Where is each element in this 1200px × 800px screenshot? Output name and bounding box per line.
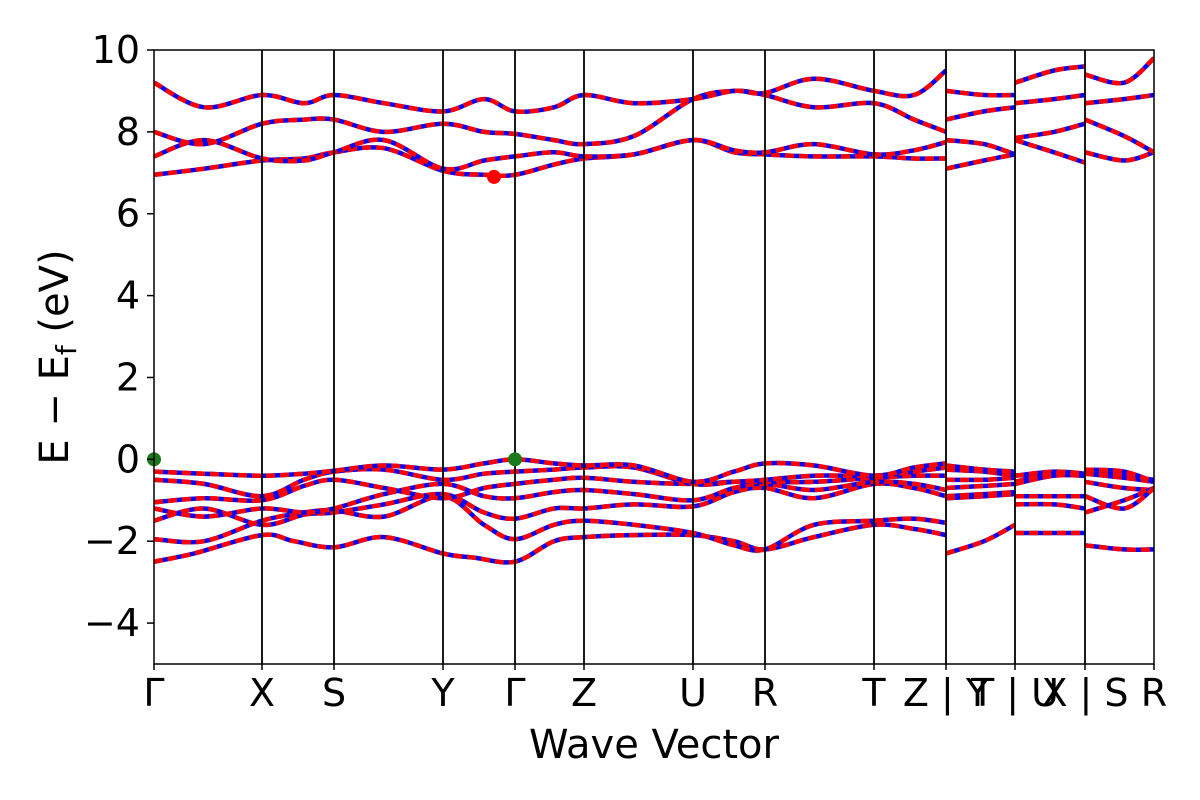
kpoint-label-6: U	[679, 671, 707, 715]
band-spin-down-1	[154, 479, 1154, 553]
band-spin-down-10	[154, 56, 1154, 114]
kpoint-label-2: S	[322, 671, 346, 715]
band-spin-down-0	[154, 522, 1154, 565]
kpoint-label-12: R	[1141, 671, 1167, 715]
bands-layer	[154, 56, 1154, 565]
band-spin-down-2	[154, 481, 1154, 528]
kpoint-label-3: Y	[430, 671, 455, 715]
kpoint-label-8: T	[861, 671, 886, 715]
y-axis-label-subscript: f	[50, 344, 83, 355]
y-axis-label: E − Ef (eV)	[32, 249, 83, 464]
kpoint-label-5: Z	[571, 671, 597, 715]
kpoint-label-0: Γ	[143, 671, 164, 715]
band-spin-up-10	[154, 56, 1154, 114]
cbm-marker	[487, 169, 501, 184]
kpoint-label-9: Z | Y	[903, 671, 990, 716]
y-tick-label-5: 6	[116, 192, 140, 236]
y-tick-label-6: 8	[116, 110, 140, 154]
y-tick-label-7: 10	[92, 28, 140, 72]
kpoint-label-11: X | S	[1041, 671, 1128, 716]
y-tick-label-3: 2	[116, 355, 140, 399]
kpoint-label-7: R	[752, 671, 778, 715]
band-spin-down-7	[154, 137, 1154, 179]
y-tick-label-1: −2	[84, 519, 140, 563]
y-tick-label-4: 4	[116, 274, 140, 318]
kpoint-lines	[261, 50, 1086, 664]
y-tick-label-0: −4	[84, 601, 140, 645]
band-spin-up-6	[154, 457, 1154, 485]
x-ticks: Γ X S Y Γ Z U R T Z | YT | UX | S R	[143, 664, 1167, 716]
plot-frame	[153, 49, 1155, 665]
y-ticks: −4 −2 0 2 4 6 8 10	[84, 28, 154, 645]
y-axis-label-main: E − E	[32, 355, 78, 465]
x-axis-label: Wave Vector	[529, 722, 780, 768]
band-spin-down-3	[154, 471, 1154, 519]
kpoint-label-4: Γ	[504, 671, 525, 715]
band-spin-up-2	[154, 481, 1154, 528]
y-tick-label-2: 0	[116, 437, 140, 481]
band-spin-down-9	[154, 88, 1154, 147]
kpoint-label-10: T | U	[970, 671, 1059, 716]
band-spin-up-8	[154, 117, 1154, 172]
band-spin-down-5	[154, 463, 1154, 499]
band-spin-down-4	[154, 469, 1154, 505]
y-axis-label-unit: (eV)	[32, 249, 78, 345]
kpoint-label-1: X	[249, 671, 275, 715]
vbm-marker-1	[508, 452, 522, 467]
